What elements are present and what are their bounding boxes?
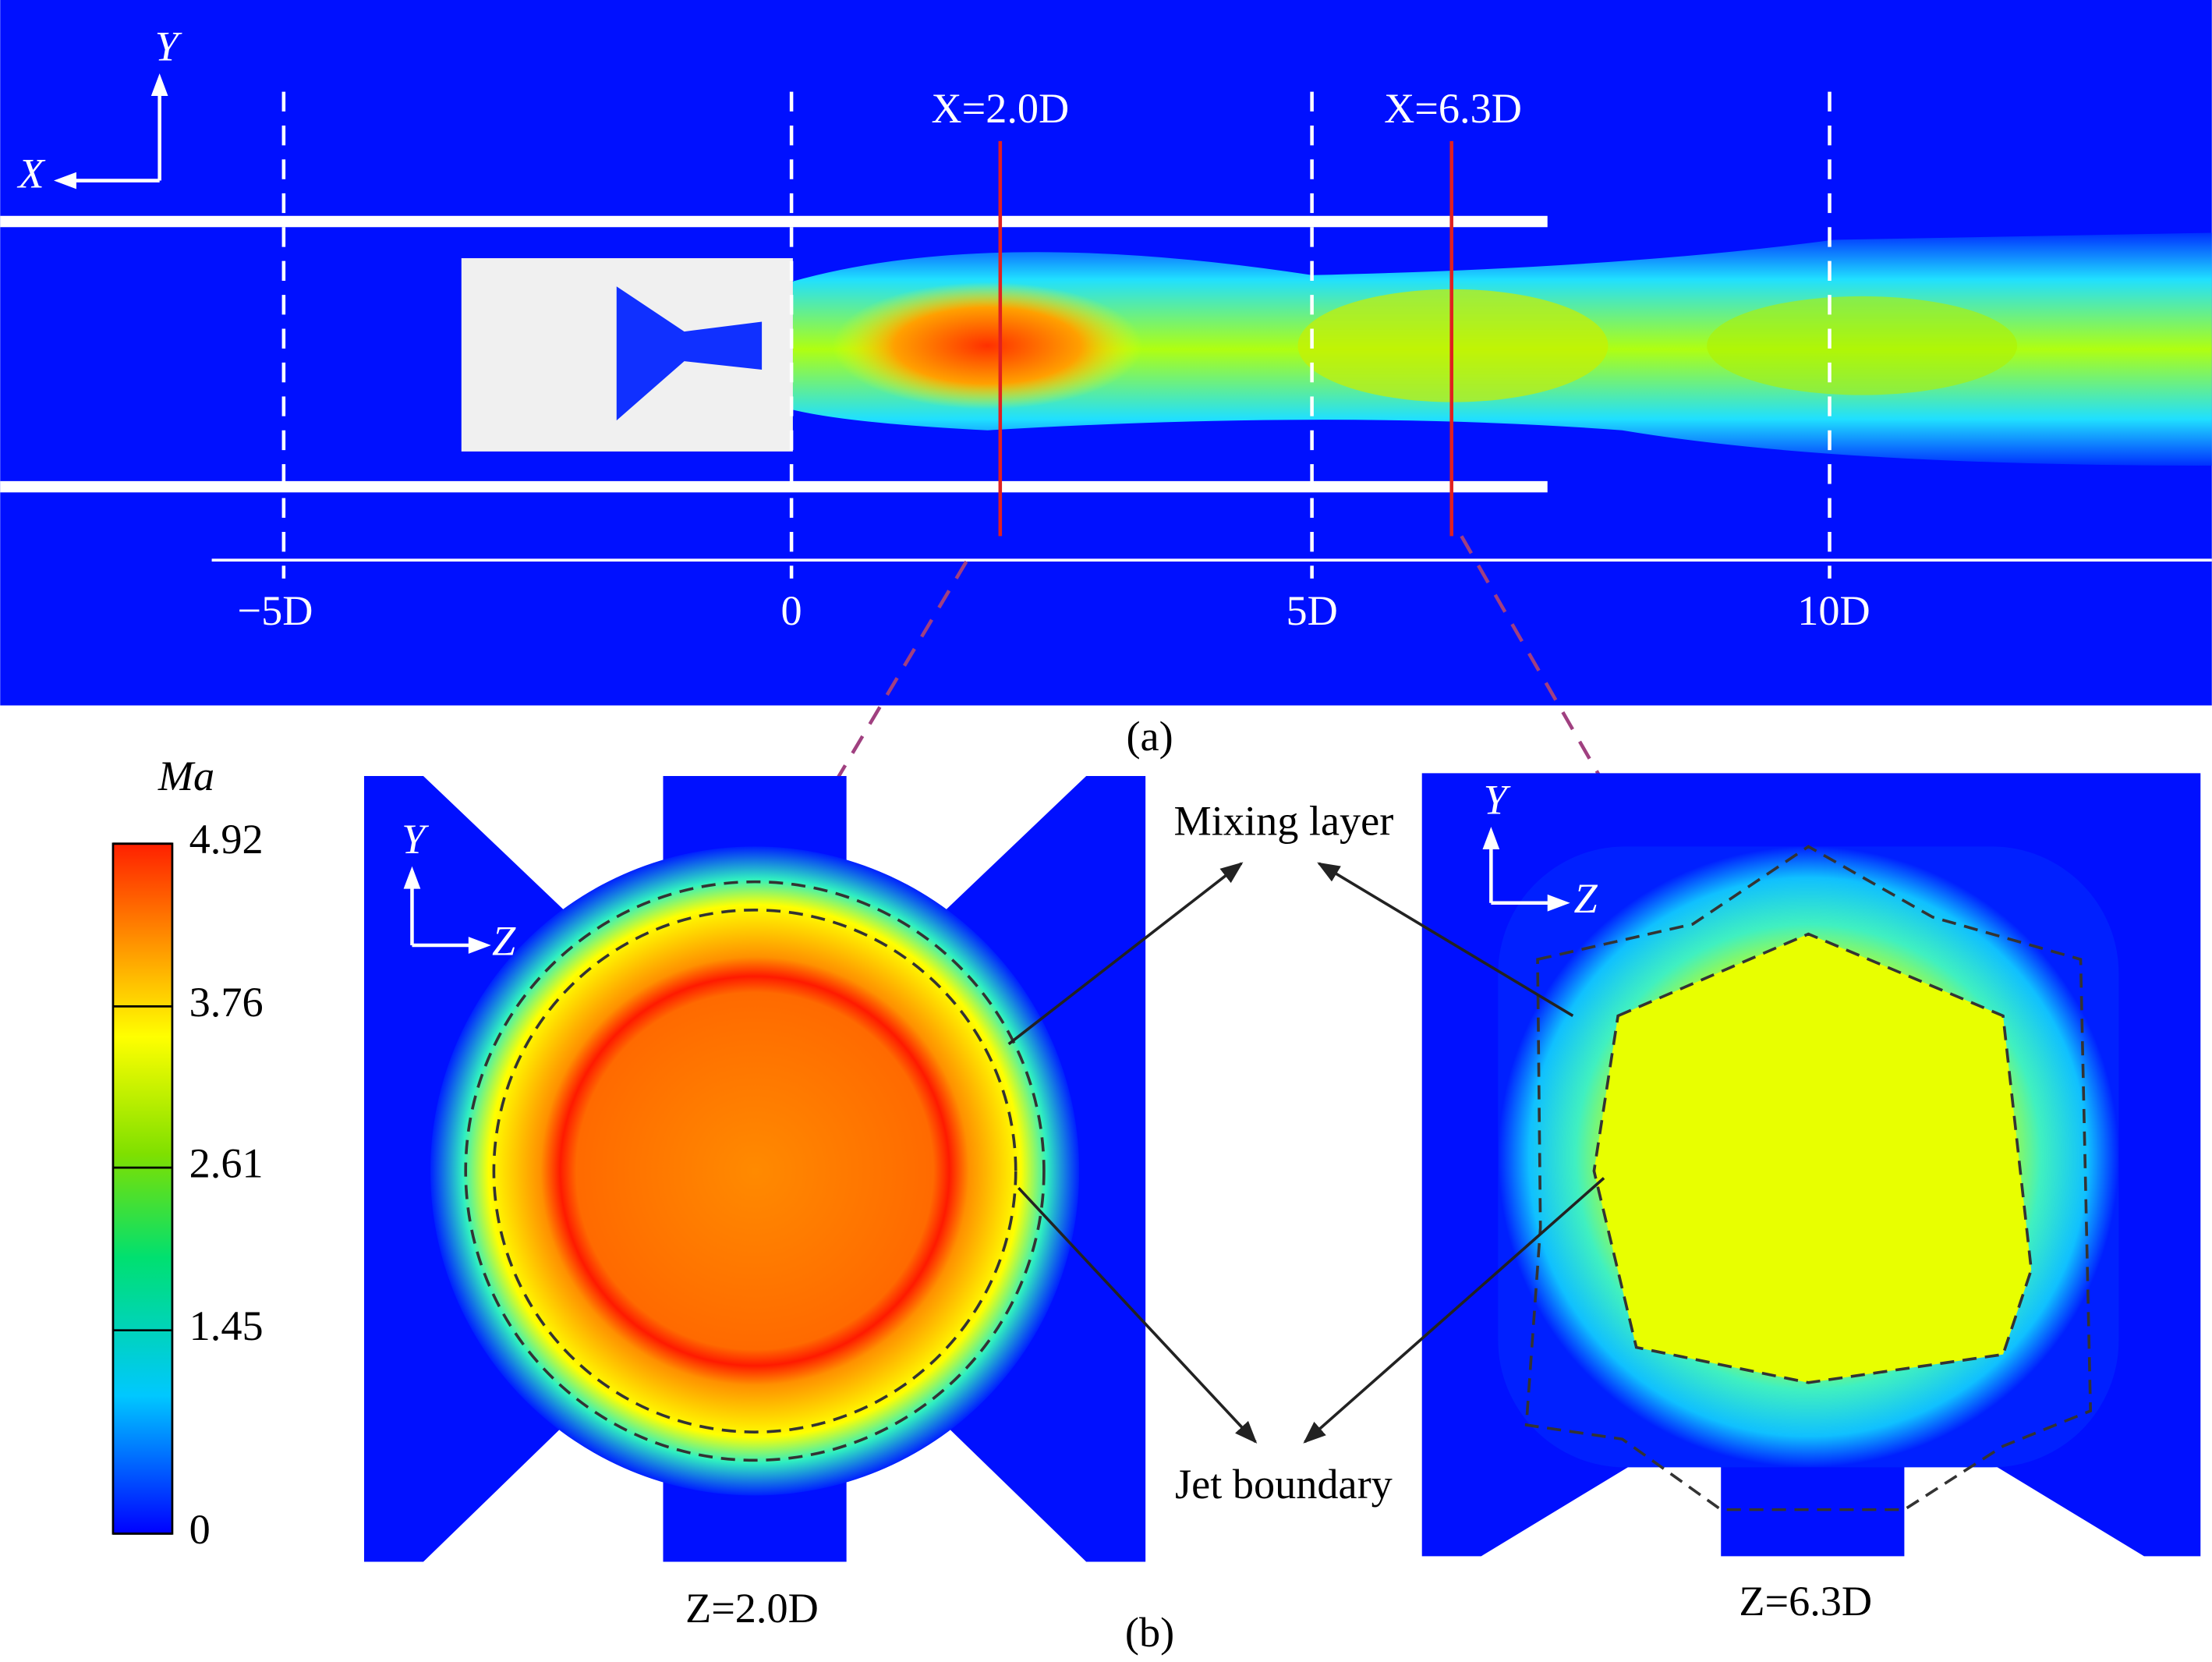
wall xyxy=(0,480,1548,493)
axis-label: Y xyxy=(1484,777,1511,824)
mixing-layer-line xyxy=(1524,845,2093,1511)
colorbar-title: Ma xyxy=(157,753,214,799)
colorbar-ramp xyxy=(111,842,174,1535)
annotation-arrows xyxy=(1007,862,1605,1444)
jet-cell xyxy=(1707,296,2018,395)
caption: (a) xyxy=(1126,713,1173,760)
section-left: Y Z Z=2.0D xyxy=(363,775,1146,1632)
station-lines xyxy=(281,91,1832,579)
mixing-layer-line xyxy=(464,880,1046,1462)
wall xyxy=(0,215,1548,228)
position-label: 10D xyxy=(1797,587,1870,634)
colorbar-tick-label: 3.76 xyxy=(189,979,264,1026)
colorbar-tick-label: 1.45 xyxy=(189,1302,264,1349)
colorbar-tick-label: 4.92 xyxy=(189,816,264,863)
axes-triad xyxy=(63,81,161,183)
position-label: 0 xyxy=(781,587,802,634)
section-label: X=6.3D xyxy=(1384,85,1522,132)
axis-label: X xyxy=(16,150,45,197)
position-label: −5D xyxy=(238,587,313,634)
axis-label: Z xyxy=(1573,875,1598,922)
section-right: Y Z Z=6.3D xyxy=(1421,773,2201,1625)
colorbar: Ma 4.92 3.76 2.61 1.45 0 xyxy=(111,753,264,1553)
position-label: 5D xyxy=(1286,587,1337,634)
axes-arrowheads xyxy=(53,73,168,190)
projection-lines xyxy=(813,535,1624,817)
jet-boundary-line xyxy=(1592,932,2033,1384)
annotation: Mixing layer xyxy=(1174,798,1394,845)
jet-core xyxy=(1594,934,2032,1383)
axes-arrowheads xyxy=(1482,827,1570,912)
nozzle xyxy=(616,286,763,421)
jet-boundary-line xyxy=(492,908,1018,1433)
jet-contour xyxy=(430,846,1080,1496)
panel-a: Y X X=2.0D X=6.3D −5D 0 5D 10D xyxy=(0,0,2212,706)
axes-arrowheads xyxy=(403,866,491,954)
jet-core xyxy=(832,282,1143,409)
axis-label: Z xyxy=(492,917,516,964)
colorbar-tick-label: 2.61 xyxy=(189,1140,264,1187)
colorbar-tick-label: 0 xyxy=(189,1506,211,1553)
caption: (b) xyxy=(1125,1609,1174,1656)
annotation: Jet boundary xyxy=(1175,1461,1393,1508)
section-label: X=2.0D xyxy=(931,85,1069,132)
axis-label: Y xyxy=(402,816,429,863)
axis-label: Y xyxy=(155,23,182,70)
section-label: Z=2.0D xyxy=(685,1585,819,1632)
section-label: Z=6.3D xyxy=(1739,1578,1872,1625)
